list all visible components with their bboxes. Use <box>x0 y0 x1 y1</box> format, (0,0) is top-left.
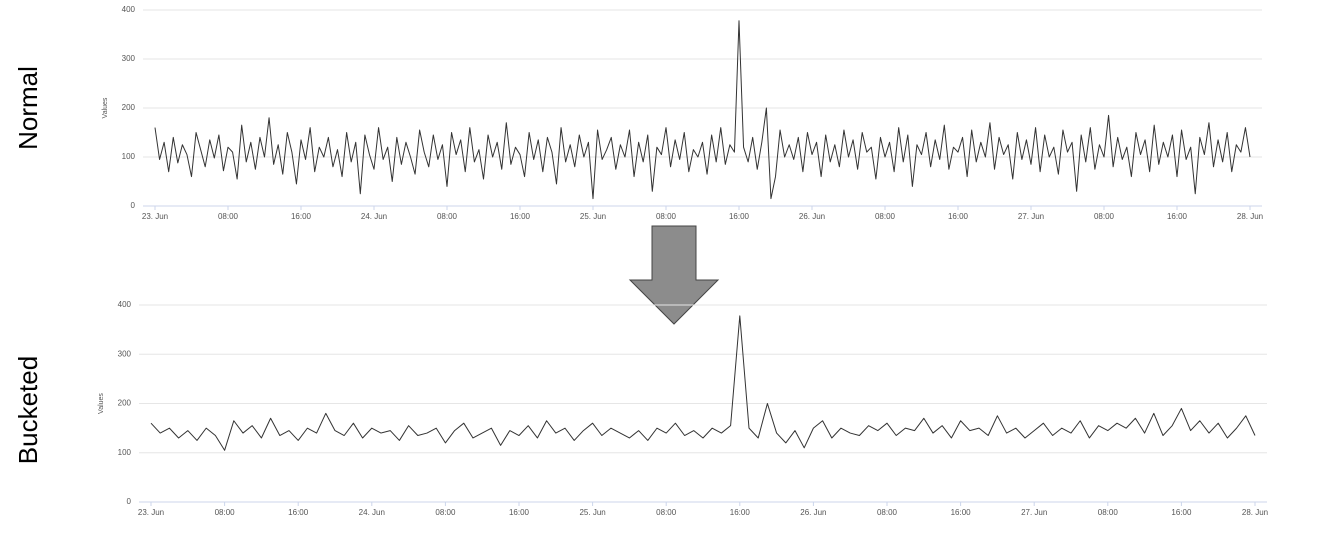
x-tick-label: 16:00 <box>1167 212 1188 221</box>
x-tick-label: 08:00 <box>1098 508 1119 517</box>
x-tick-label: 26. Jun <box>799 212 825 221</box>
y-tick-label: 200 <box>122 103 136 112</box>
x-tick-label: 08:00 <box>215 508 236 517</box>
x-tick-label: 23. Jun <box>138 508 164 517</box>
y-tick-label: 300 <box>118 349 132 358</box>
y-axis-title: Values <box>102 97 109 118</box>
x-tick-label: 08:00 <box>435 508 456 517</box>
x-tick-label: 24. Jun <box>361 212 387 221</box>
x-tick-label: 28. Jun <box>1242 508 1268 517</box>
y-tick-label: 300 <box>122 54 136 63</box>
x-tick-label: 08:00 <box>437 212 458 221</box>
y-axis-title: Values <box>98 393 105 414</box>
x-tick-label: 24. Jun <box>359 508 385 517</box>
x-tick-label: 25. Jun <box>579 508 605 517</box>
x-tick-label: 08:00 <box>218 212 239 221</box>
x-tick-label: 27. Jun <box>1021 508 1047 517</box>
x-tick-label: 16:00 <box>729 212 750 221</box>
x-tick-label: 16:00 <box>730 508 751 517</box>
panel-label: Bucketed <box>13 356 43 464</box>
y-tick-label: 400 <box>122 5 136 14</box>
x-tick-label: 08:00 <box>877 508 898 517</box>
x-tick-label: 16:00 <box>288 508 309 517</box>
x-tick-label: 16:00 <box>510 212 531 221</box>
y-tick-label: 0 <box>127 497 132 506</box>
x-tick-label: 08:00 <box>656 212 677 221</box>
x-tick-label: 08:00 <box>1094 212 1115 221</box>
x-tick-label: 26. Jun <box>800 508 826 517</box>
y-tick-label: 100 <box>122 152 136 161</box>
y-tick-label: 200 <box>118 399 132 408</box>
x-tick-label: 28. Jun <box>1237 212 1263 221</box>
arrow <box>628 225 720 325</box>
x-tick-label: 08:00 <box>656 508 677 517</box>
x-tick-label: 16:00 <box>1171 508 1192 517</box>
panel-label: Normal <box>13 66 43 150</box>
x-tick-label: 08:00 <box>875 212 896 221</box>
x-tick-label: 25. Jun <box>580 212 606 221</box>
x-tick-label: 16:00 <box>951 508 972 517</box>
x-tick-label: 27. Jun <box>1018 212 1044 221</box>
y-tick-label: 0 <box>131 201 136 210</box>
data-line <box>150 315 1256 451</box>
y-tick-label: 100 <box>118 448 132 457</box>
x-tick-label: 16:00 <box>509 508 530 517</box>
x-tick-label: 16:00 <box>948 212 969 221</box>
x-tick-label: 23. Jun <box>142 212 168 221</box>
x-tick-label: 16:00 <box>291 212 312 221</box>
y-tick-label: 400 <box>118 300 132 309</box>
data-line <box>154 20 1251 200</box>
